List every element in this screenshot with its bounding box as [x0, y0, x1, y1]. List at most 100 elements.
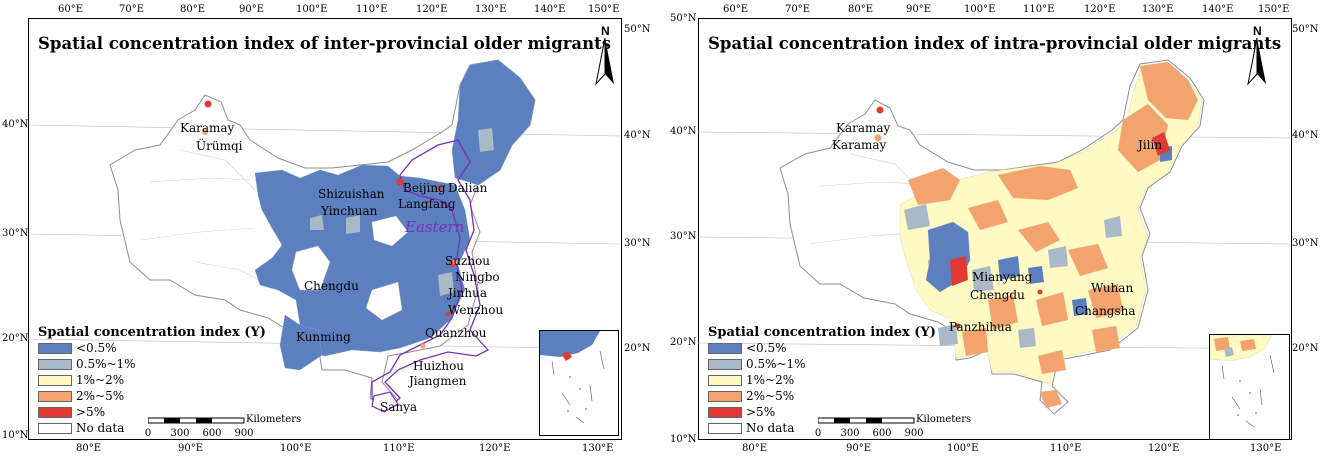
- legend-item: No data: [708, 420, 936, 436]
- city-label: Kunming: [296, 330, 351, 344]
- top-tick: 120°E: [416, 4, 448, 15]
- city-label: Beijing: [403, 181, 446, 195]
- city-label: Mianyang: [972, 270, 1033, 284]
- legend-swatch: [708, 422, 742, 434]
- right-tick: 20°N: [624, 343, 651, 354]
- left-tick: 40°N: [670, 126, 697, 137]
- north-arrow-icon: [1247, 38, 1266, 86]
- legend-label: No data: [76, 421, 125, 435]
- scale-tick: 0: [814, 428, 822, 439]
- city-label: Jiangmen: [409, 374, 467, 388]
- city-label: Jinhua: [448, 286, 487, 300]
- legend-label: 0.5%~1%: [746, 357, 806, 371]
- scale-tick: 300: [170, 428, 190, 439]
- city-label: Langfang: [398, 197, 456, 211]
- south-china-sea-inset: [1209, 334, 1290, 440]
- inset-map: [1210, 335, 1275, 428]
- medium-high-spots: [202, 129, 458, 349]
- eastern-region-outline: [371, 139, 490, 411]
- legend-swatch: [708, 342, 742, 354]
- intra-provincial-map: [697, 59, 1291, 415]
- legend-item: >5%: [708, 404, 936, 420]
- top-tick: 150°E: [588, 4, 620, 15]
- scale-tick: 600: [872, 428, 892, 439]
- left-tick: 20°N: [2, 333, 29, 344]
- legend-label: 2%~5%: [746, 389, 795, 403]
- region-label: Eastern: [405, 218, 465, 236]
- top-tick: 60°E: [58, 4, 84, 15]
- legend-label: <0.5%: [76, 341, 117, 355]
- legend-swatch: [38, 358, 72, 370]
- bottom-tick: 130°E: [582, 443, 614, 454]
- right-tick: 40°N: [624, 130, 651, 141]
- legend-label: <0.5%: [746, 341, 787, 355]
- bottom-tick: 100°E: [947, 443, 979, 454]
- legend-item: 0.5%~1%: [38, 356, 266, 372]
- scale-unit: Kilometers: [916, 414, 972, 425]
- south-china-sea-inset: [539, 330, 619, 436]
- legend-label: >5%: [76, 405, 106, 419]
- hainan-island: [371, 391, 399, 413]
- city-label: Wuhan: [1091, 281, 1134, 295]
- legend-swatch: [708, 406, 742, 418]
- city-label: Ningbo: [455, 270, 500, 284]
- left-tick: 50°N: [670, 13, 697, 24]
- legend-item: >5%: [38, 404, 266, 420]
- legend-label: 2%~5%: [76, 389, 125, 403]
- legend-swatch: [38, 374, 72, 386]
- legend-title: Spatial concentration index (Y): [38, 325, 266, 340]
- left-tick: 40°N: [2, 119, 29, 130]
- north-arrow-icon: [595, 38, 614, 86]
- scale-tick: 300: [840, 428, 860, 439]
- scale-unit: Kilometers: [246, 414, 302, 425]
- city-label: Changsha: [1075, 304, 1136, 318]
- legend-item: 1%~2%: [708, 372, 936, 388]
- map-legend: Spatial concentration index (Y) <0.5% 0.…: [708, 325, 936, 436]
- city-label: Quanzhou: [425, 326, 487, 340]
- low-index-region: [254, 164, 471, 357]
- legend-swatch: [708, 374, 742, 386]
- legend-label: 1%~2%: [746, 373, 795, 387]
- legend-item: No data: [38, 420, 266, 436]
- city-label: Ürümqi: [196, 139, 243, 153]
- right-tick: 30°N: [1292, 238, 1319, 249]
- top-tick: 60°E: [723, 4, 749, 15]
- north-label: N: [1253, 24, 1262, 38]
- left-tick: 30°N: [2, 228, 29, 239]
- city-label: Shizuishan: [318, 187, 385, 201]
- top-tick: 100°E: [964, 4, 996, 15]
- legend-swatch: [38, 406, 72, 418]
- southwest-region: [279, 314, 323, 371]
- bottom-tick: 130°E: [1250, 443, 1282, 454]
- right-tick: 20°N: [1292, 343, 1319, 354]
- inter-provincial-map-panel: 60°E 70°E 80°E 90°E 100°E 110°E 120°E 13…: [0, 0, 655, 462]
- no-data-patch: [291, 245, 331, 291]
- inset-map: [540, 331, 605, 424]
- city-label: Karamay: [832, 138, 887, 152]
- left-tick: 10°N: [2, 430, 29, 441]
- inter-provincial-map: [27, 59, 621, 413]
- legend-title: Spatial concentration index (Y): [708, 325, 936, 340]
- city-label: Jilin: [1138, 138, 1163, 152]
- bottom-tick: 110°E: [383, 443, 415, 454]
- mid-index-patches: [310, 128, 494, 296]
- city-label: Huizhou: [413, 359, 465, 373]
- bottom-tick: 100°E: [280, 443, 312, 454]
- city-label: Yinchuan: [321, 204, 378, 218]
- city-label: Wenzhou: [448, 303, 504, 317]
- top-tick: 130°E: [475, 4, 507, 15]
- bottom-tick: 80°E: [76, 443, 102, 454]
- top-tick: 130°E: [1142, 4, 1174, 15]
- no-data-patch: [365, 281, 403, 321]
- bottom-tick: 120°E: [1148, 443, 1180, 454]
- city-label: Karamay: [836, 121, 891, 135]
- map-legend: Spatial concentration index (Y) <0.5% 0.…: [38, 325, 266, 436]
- legend-label: 0.5%~1%: [76, 357, 136, 371]
- top-tick: 100°E: [296, 4, 328, 15]
- city-label: Chengdu: [970, 288, 1025, 302]
- no-data-patch: [371, 215, 409, 247]
- city-label: Panzhihua: [949, 320, 1012, 334]
- legend-label: >5%: [746, 405, 776, 419]
- legend-swatch: [708, 390, 742, 402]
- top-tick: 90°E: [906, 4, 932, 15]
